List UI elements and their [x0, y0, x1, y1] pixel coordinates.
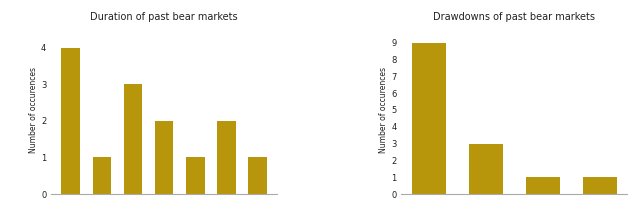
- Bar: [248, 157, 267, 194]
- Y-axis label: Number of occurences: Number of occurences: [380, 67, 388, 153]
- Bar: [525, 177, 560, 194]
- Title: Drawdowns of past bear markets: Drawdowns of past bear markets: [433, 12, 595, 22]
- Bar: [582, 177, 617, 194]
- Bar: [61, 48, 80, 194]
- Bar: [93, 157, 111, 194]
- Bar: [186, 157, 205, 194]
- Bar: [217, 121, 236, 194]
- Title: Duration of past bear markets: Duration of past bear markets: [90, 12, 238, 22]
- Y-axis label: Number of occurences: Number of occurences: [29, 67, 38, 153]
- Bar: [124, 84, 142, 194]
- Bar: [412, 43, 446, 194]
- Bar: [155, 121, 173, 194]
- Bar: [468, 144, 503, 194]
